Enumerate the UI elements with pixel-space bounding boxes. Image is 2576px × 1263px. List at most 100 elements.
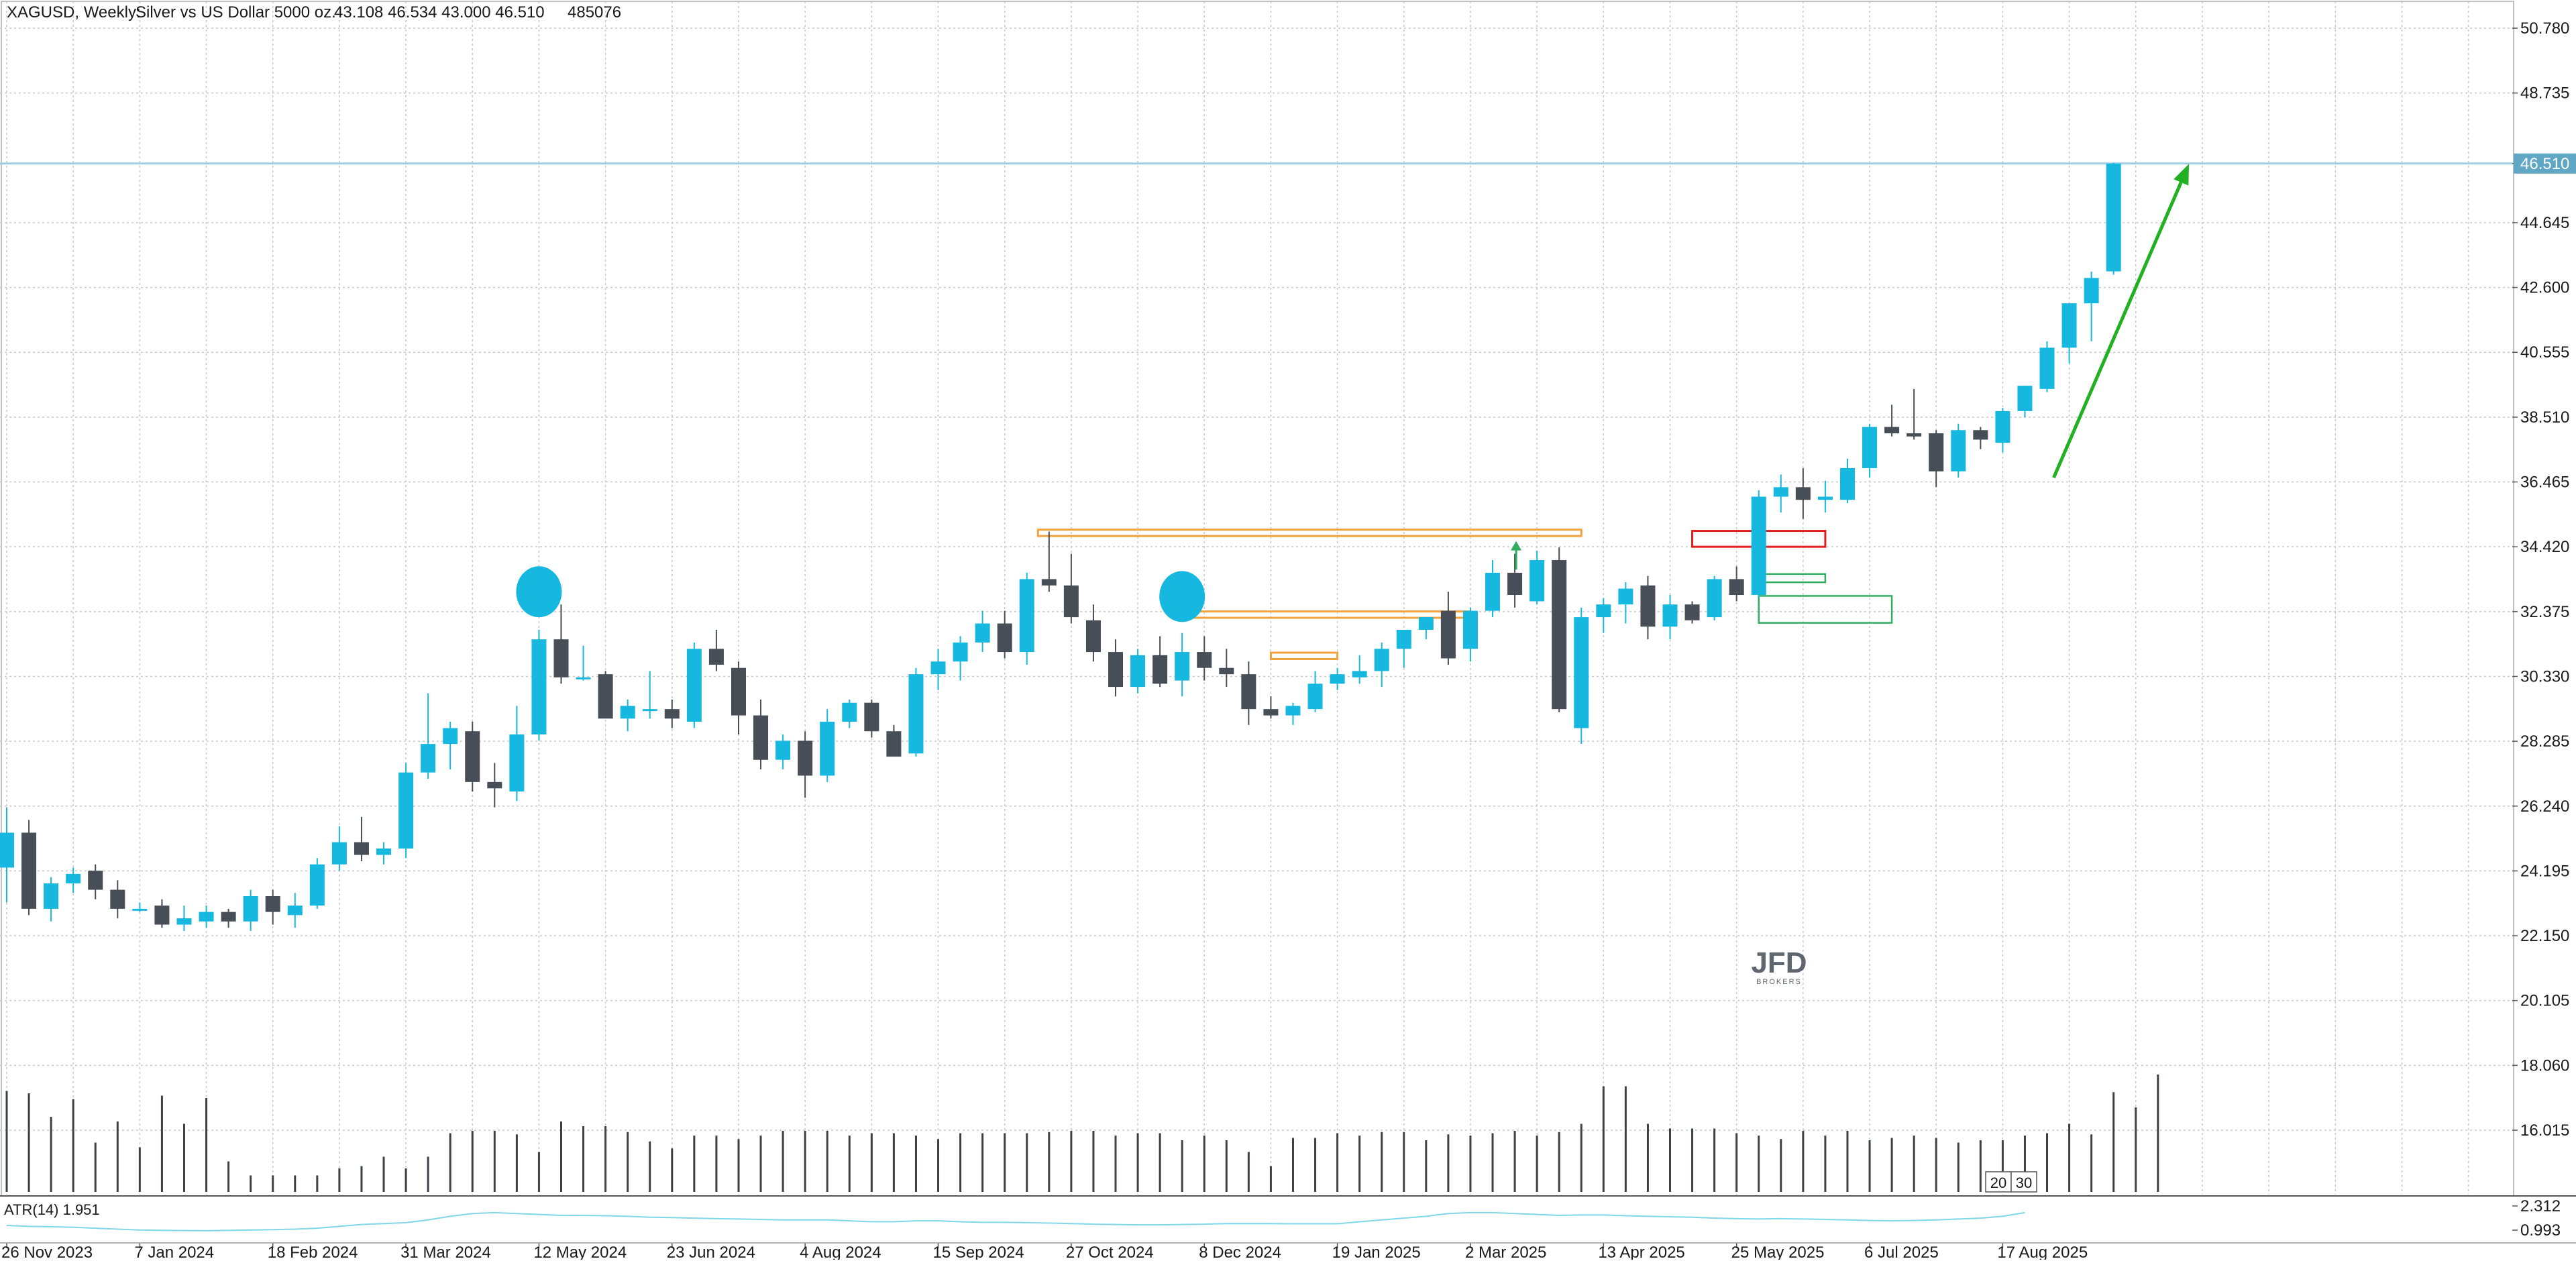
candle[interactable] <box>842 699 857 728</box>
candle[interactable] <box>1862 423 1878 478</box>
candle[interactable] <box>1795 468 1811 519</box>
candle[interactable] <box>1485 560 1501 618</box>
candle[interactable] <box>864 699 879 738</box>
candle[interactable] <box>154 899 170 928</box>
atr-indicator-pane[interactable]: 2.312 0.993 <box>0 1195 2576 1244</box>
candle[interactable] <box>1995 408 2010 453</box>
candle[interactable] <box>531 629 547 741</box>
candle[interactable] <box>398 763 414 859</box>
candle[interactable] <box>886 724 902 757</box>
candle[interactable] <box>1108 639 1123 697</box>
candle[interactable] <box>1263 696 1279 719</box>
price-axis[interactable]: 50.780 48.735 46.510 44.645 42.600 40.555 38.5… <box>2512 19 2576 1140</box>
candle[interactable] <box>1507 553 1523 608</box>
candle[interactable] <box>1973 427 1988 449</box>
candle[interactable] <box>1529 550 1545 605</box>
candle[interactable] <box>1330 667 1345 690</box>
candle[interactable] <box>975 610 990 653</box>
candle[interactable] <box>820 709 835 782</box>
candle[interactable] <box>753 699 769 769</box>
candle[interactable] <box>331 826 347 871</box>
candle[interactable] <box>1707 575 1722 620</box>
candle[interactable] <box>1684 601 1700 624</box>
candle[interactable] <box>664 699 680 728</box>
candle[interactable] <box>930 649 946 690</box>
candle[interactable] <box>598 671 613 719</box>
candle[interactable] <box>2106 162 2121 275</box>
candle[interactable] <box>1063 553 1079 624</box>
candle[interactable] <box>1152 636 1168 688</box>
candle[interactable] <box>1662 595 1678 640</box>
candle[interactable] <box>2061 303 2077 364</box>
candle[interactable] <box>798 731 813 798</box>
candle[interactable] <box>708 629 724 671</box>
candle[interactable] <box>1130 649 1146 694</box>
candle[interactable] <box>44 877 59 922</box>
time-axis[interactable]: 26 Nov 2023 7 Jan 2024 18 Feb 2024 31 Mar 2… <box>1 1243 2088 1262</box>
candle[interactable] <box>1285 702 1301 725</box>
candle[interactable] <box>2084 271 2099 341</box>
candle[interactable] <box>1085 604 1101 662</box>
candle[interactable] <box>1462 607 1478 662</box>
candle[interactable] <box>731 661 746 734</box>
candle[interactable] <box>88 864 103 899</box>
candle[interactable] <box>21 820 37 916</box>
candle[interactable] <box>1640 575 1656 640</box>
candle[interactable] <box>1951 423 1966 478</box>
candle[interactable] <box>354 816 369 861</box>
candle[interactable] <box>265 889 280 925</box>
candle[interactable] <box>576 645 591 681</box>
candle[interactable] <box>2017 386 2033 418</box>
candle[interactable] <box>1596 598 1611 633</box>
candle[interactable] <box>1175 633 1190 697</box>
candle[interactable] <box>221 908 236 928</box>
candle[interactable] <box>953 636 968 681</box>
candle[interactable] <box>1374 642 1389 688</box>
candle[interactable] <box>2039 341 2055 392</box>
candle[interactable] <box>908 667 924 757</box>
candle[interactable] <box>1751 490 1766 598</box>
candle[interactable] <box>132 902 148 912</box>
candle[interactable] <box>1618 582 1633 624</box>
candle[interactable] <box>1307 671 1323 712</box>
candle[interactable] <box>642 671 657 719</box>
candle[interactable] <box>509 706 525 802</box>
candle[interactable] <box>66 867 81 893</box>
candle[interactable] <box>1041 531 1057 592</box>
candle[interactable] <box>553 604 569 684</box>
candle[interactable] <box>243 889 258 931</box>
candle[interactable] <box>1817 480 1833 513</box>
candles[interactable] <box>0 162 2121 931</box>
candle[interactable] <box>997 610 1012 659</box>
candle[interactable] <box>1729 566 1744 602</box>
candle[interactable] <box>1241 661 1256 725</box>
candle[interactable] <box>0 807 14 903</box>
candle[interactable] <box>1884 404 1900 437</box>
candle[interactable] <box>1440 592 1456 665</box>
candle[interactable] <box>1019 572 1034 665</box>
candle[interactable] <box>487 763 502 808</box>
candle[interactable] <box>176 905 192 931</box>
candle[interactable] <box>110 880 125 919</box>
candle[interactable] <box>1839 458 1855 503</box>
candle[interactable] <box>443 722 458 769</box>
candle[interactable] <box>421 693 436 779</box>
candle[interactable] <box>1929 430 1944 488</box>
candle[interactable] <box>1352 655 1367 684</box>
candle[interactable] <box>1197 636 1212 681</box>
candle[interactable] <box>376 842 392 865</box>
candle[interactable] <box>1396 629 1411 668</box>
candle[interactable] <box>1907 388 1922 440</box>
candle[interactable] <box>287 893 303 928</box>
candle[interactable] <box>199 905 214 928</box>
candle[interactable] <box>620 699 635 732</box>
candle[interactable] <box>1552 547 1567 712</box>
candle[interactable] <box>309 858 325 909</box>
candle[interactable] <box>1219 649 1234 688</box>
candle[interactable] <box>775 734 791 769</box>
candle[interactable] <box>1418 617 1434 640</box>
candle[interactable] <box>1773 474 1788 513</box>
candle[interactable] <box>1574 607 1589 745</box>
